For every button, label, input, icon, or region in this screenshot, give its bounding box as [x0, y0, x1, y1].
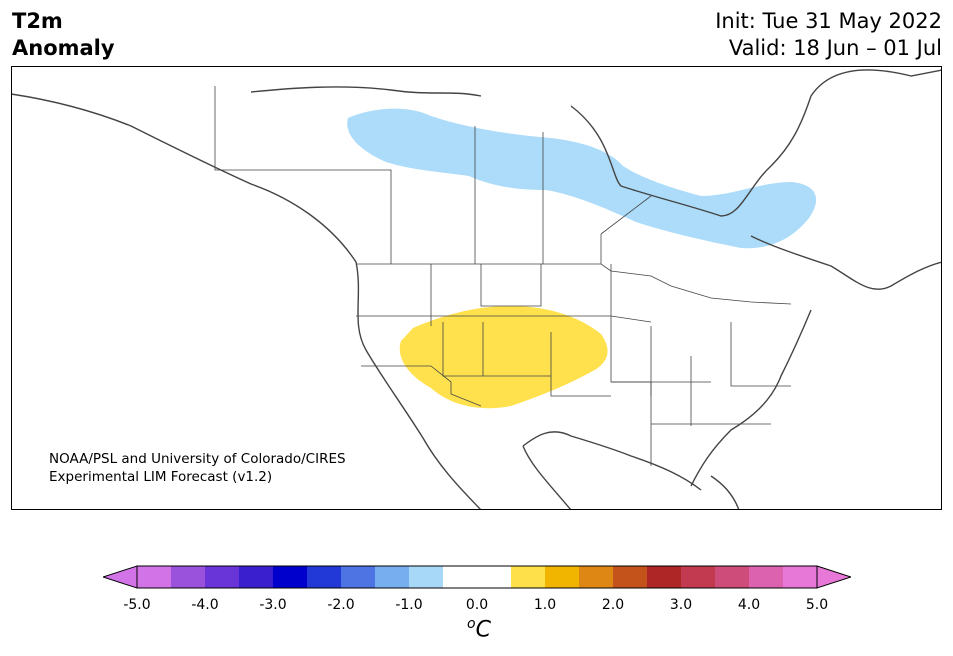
coastlines — [11, 69, 942, 510]
colorbar-unit: oC — [467, 616, 491, 642]
colorbar-swatch — [613, 566, 648, 588]
degree-symbol: o — [467, 616, 476, 632]
colorbar-tick-label: -3.0 — [259, 597, 287, 613]
field-label: Anomaly — [12, 36, 115, 60]
colorbar-extend-max — [816, 565, 851, 589]
colorbar-swatch — [579, 566, 614, 588]
credit-text: NOAA/PSL and University of Colorado/CIRE… — [49, 450, 346, 486]
colorbar-swatch — [171, 566, 206, 588]
colorbar-tick-label: -5.0 — [123, 597, 151, 613]
cold-anomaly-area — [347, 108, 817, 249]
colorbar-swatch — [341, 566, 376, 588]
colorbar-swatch — [239, 566, 274, 588]
colorbar-swatch — [307, 566, 342, 588]
init-date: Init: Tue 31 May 2022 — [715, 9, 942, 33]
colorbar-tick-label: 0.0 — [465, 597, 489, 613]
colorbar-swatch — [511, 566, 546, 588]
colorbar-swatch — [137, 566, 172, 588]
colorbar-swatch — [205, 566, 240, 588]
colorbar-frame — [136, 565, 818, 589]
colorbar-tick-label: 1.0 — [533, 597, 557, 613]
colorbar-tick-label: -2.0 — [327, 597, 355, 613]
credit-line-2: Experimental LIM Forecast (v1.2) — [49, 469, 273, 485]
colorbar-swatch — [273, 566, 308, 588]
valid-date: Valid: 18 Jun – 01 Jul — [728, 36, 942, 60]
variable-label: T2m — [12, 9, 63, 33]
warm-anomaly-area — [399, 306, 608, 409]
colorbar-swatch — [409, 566, 444, 588]
colorbar-swatch — [783, 566, 818, 588]
colorbar-tick-label: 4.0 — [737, 597, 761, 613]
colorbar-swatch — [647, 566, 682, 588]
colorbar-swatch — [443, 566, 478, 588]
colorbar-swatch — [545, 566, 580, 588]
map-title: T2m Anomaly — [12, 8, 115, 62]
colorbar-swatch — [375, 566, 410, 588]
anomaly-map — [11, 66, 942, 510]
colorbar-swatch — [749, 566, 784, 588]
colorbar-swatch — [715, 566, 750, 588]
colorbar-tick-label: -4.0 — [191, 597, 219, 613]
colorbar-swatch — [681, 566, 716, 588]
colorbar-tick-label: 3.0 — [669, 597, 693, 613]
colorbar-extend-min — [103, 565, 138, 589]
colorbar — [103, 565, 851, 589]
political-borders — [214, 86, 792, 466]
unit-letter: C — [475, 617, 491, 643]
date-info: Init: Tue 31 May 2022 Valid: 18 Jun – 01… — [715, 8, 942, 62]
colorbar-tick-label: 5.0 — [805, 597, 829, 613]
colorbar-tick-label: -1.0 — [395, 597, 423, 613]
credit-line-1: NOAA/PSL and University of Colorado/CIRE… — [49, 451, 346, 467]
colorbar-tick-label: 2.0 — [601, 597, 625, 613]
colorbar-swatch — [477, 566, 512, 588]
